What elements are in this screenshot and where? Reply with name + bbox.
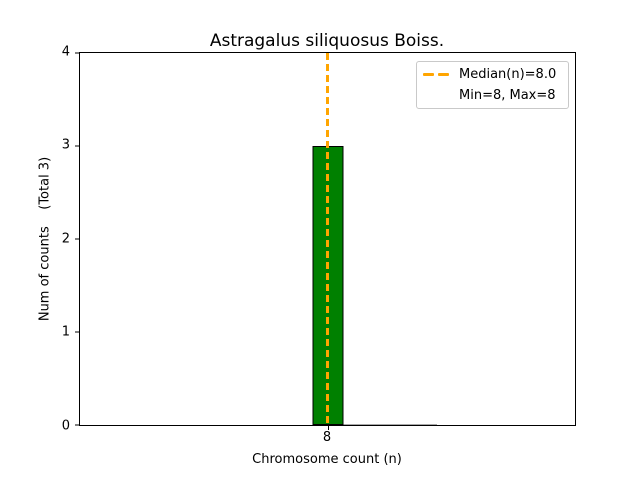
- x-tick-mark: [327, 426, 329, 430]
- median-line: [326, 53, 329, 425]
- y-tick-mark: [75, 238, 79, 240]
- legend-entry-median: Median(n)=8.0: [417, 64, 568, 85]
- y-tick-mark: [75, 145, 79, 147]
- median-dashed-line-icon: [423, 72, 459, 77]
- legend-dash: [438, 72, 449, 77]
- y-tick-label: 2: [61, 231, 70, 247]
- y-tick-mark: [75, 424, 79, 426]
- x-axis-label: Chromosome count (n): [252, 452, 402, 467]
- y-tick-label: 1: [61, 324, 70, 340]
- legend: Median(n)=8.0 Min=8, Max=8: [416, 61, 569, 109]
- y-tick-label: 3: [61, 137, 70, 153]
- y-tick-label: 4: [61, 44, 70, 60]
- y-tick-mark: [75, 331, 79, 333]
- y-tick-mark: [75, 52, 79, 54]
- legend-entry-minmax: Min=8, Max=8: [417, 85, 568, 106]
- legend-label-median: Median(n)=8.0: [459, 67, 557, 82]
- legend-dash: [423, 72, 434, 77]
- zero-height-bins-edge: [343, 424, 437, 425]
- chart-title: Astragalus siliquosus Boiss.: [209, 31, 445, 51]
- legend-label-minmax: Min=8, Max=8: [459, 88, 556, 103]
- y-tick-label: 0: [61, 418, 70, 434]
- x-tick-label: 8: [322, 430, 332, 445]
- plot-area: Median(n)=8.0 Min=8, Max=8: [75, 52, 576, 430]
